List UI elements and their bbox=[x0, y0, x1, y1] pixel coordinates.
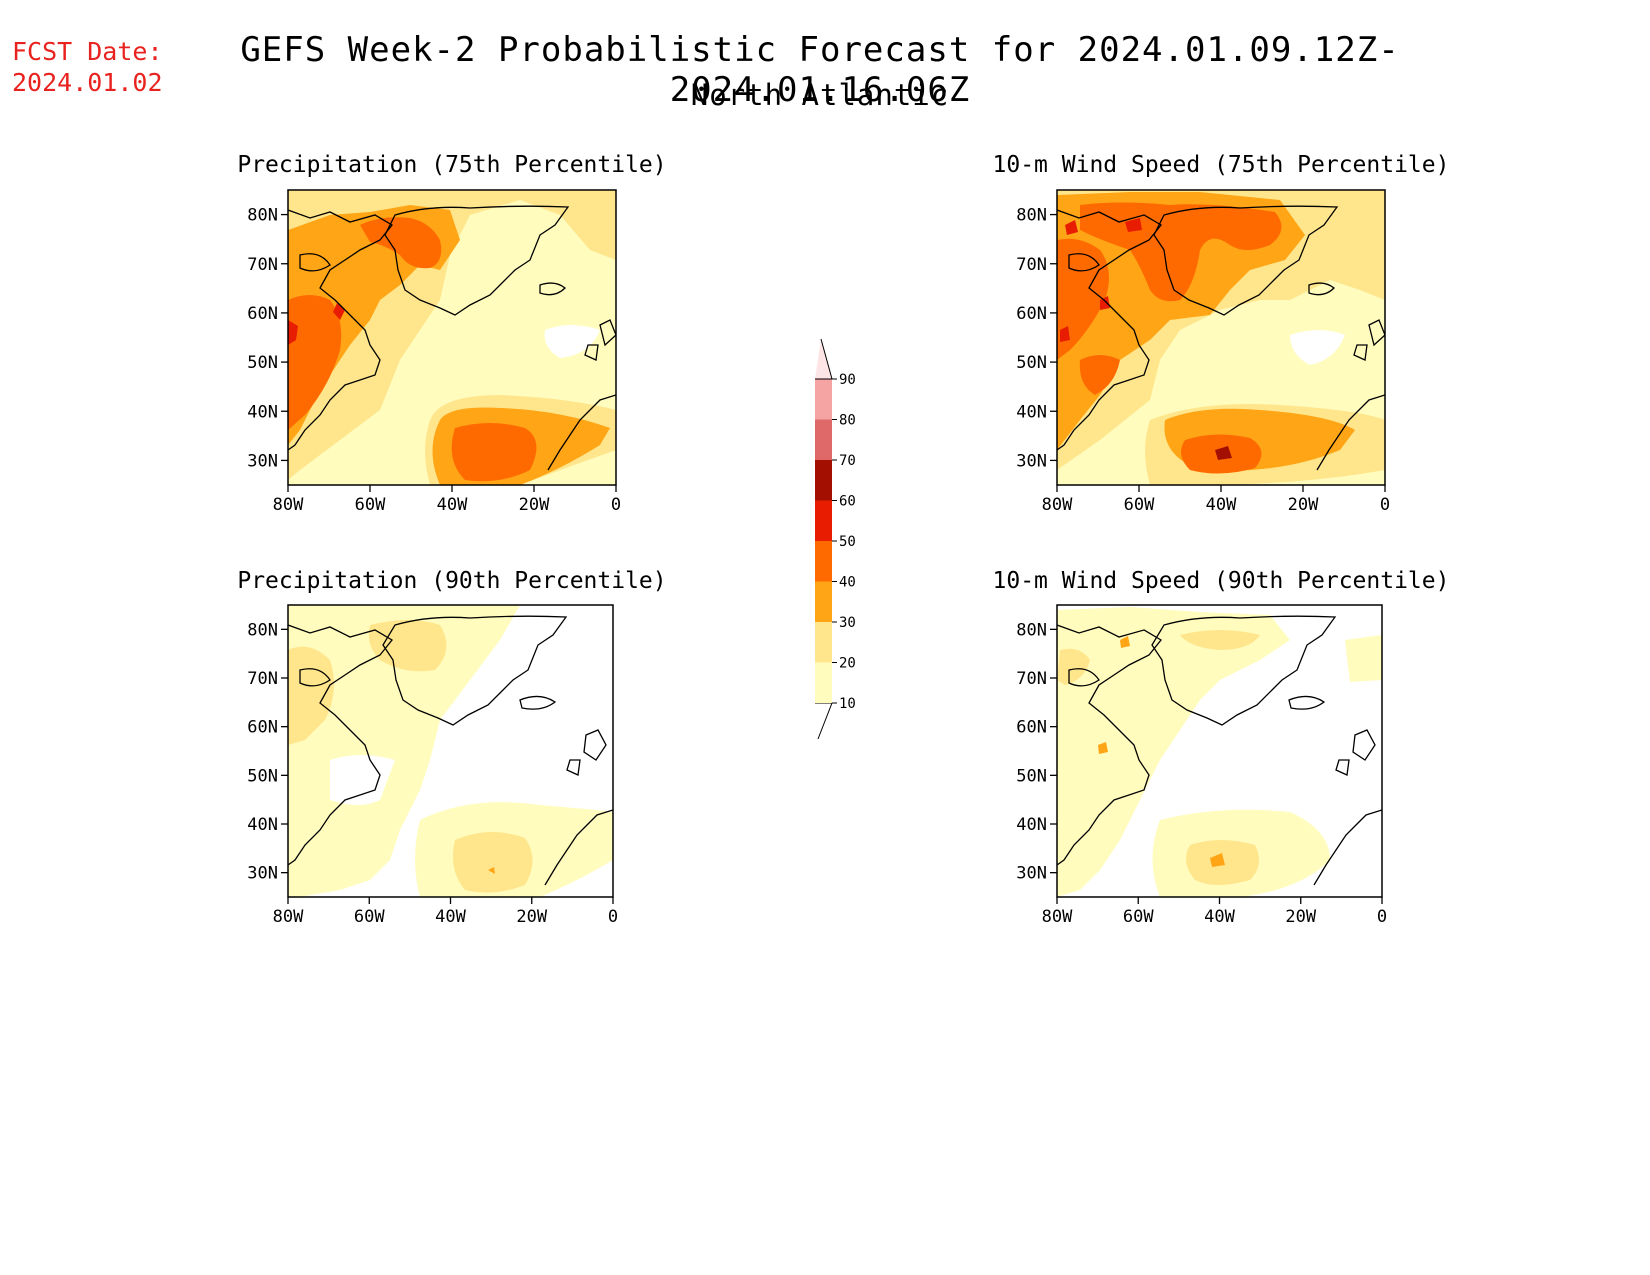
lon-tick-label: 60W bbox=[355, 495, 386, 515]
lon-tick-label: 80W bbox=[1042, 907, 1073, 927]
colorbar-tick-label: 70 bbox=[839, 453, 856, 469]
colorbar-low-extension bbox=[815, 702, 833, 740]
lat-tick-label: 70N bbox=[247, 669, 278, 689]
lon-tick-label: 40W bbox=[435, 907, 466, 927]
region-subtitle: North Atlantic bbox=[690, 78, 950, 112]
lat-tick-label: 80N bbox=[247, 620, 278, 640]
lat-tick-label: 70N bbox=[247, 255, 278, 275]
wind-90-field bbox=[1057, 605, 1382, 897]
coastlines bbox=[1057, 205, 1385, 471]
lon-tick-label: 0 bbox=[611, 495, 621, 515]
colorbar-high-extension bbox=[815, 338, 833, 380]
lon-tick-label: 60W bbox=[1124, 495, 1155, 515]
colorbar-tick-label: 80 bbox=[839, 413, 856, 429]
map-panel-wind-75: 10-m Wind Speed (75th Percentile) bbox=[993, 152, 1450, 515]
colorbar-tick-label: 90 bbox=[839, 372, 856, 388]
lat-tick-label: 40N bbox=[247, 815, 278, 835]
lat-tick-label: 50N bbox=[1016, 766, 1047, 786]
lat-tick-label: 50N bbox=[1016, 353, 1047, 373]
colorbar-tick-label: 60 bbox=[839, 494, 856, 510]
lon-tick-label: 20W bbox=[516, 907, 547, 927]
lat-tick-label: 60N bbox=[247, 718, 278, 738]
lat-tick-label: 80N bbox=[247, 206, 278, 226]
colorbar-tick-label: 50 bbox=[839, 534, 856, 550]
precip-75-field bbox=[288, 190, 616, 485]
panel-title: 10-m Wind Speed (90th Percentile) bbox=[993, 568, 1450, 594]
lon-tick-label: 80W bbox=[1042, 495, 1073, 515]
axis-ticks: 80N 70N 60N 50N 40N 30N 80W 60W 40W 20W 0 bbox=[247, 206, 621, 515]
lat-tick-label: 50N bbox=[247, 766, 278, 786]
colorbar-tick-label: 10 bbox=[839, 696, 856, 712]
axis-ticks: 80N 70N 60N 50N 40N 30N 80W 60W 40W 20W 0 bbox=[247, 620, 618, 927]
colorbar-segment bbox=[815, 379, 832, 420]
lat-tick-label: 40N bbox=[247, 402, 278, 422]
axis-ticks: 80N 70N 60N 50N 40N 30N 80W 60W 40W 20W 0 bbox=[1016, 206, 1390, 515]
lat-tick-label: 70N bbox=[1016, 669, 1047, 689]
forecast-date-label: FCST Date: bbox=[12, 37, 163, 66]
lon-tick-label: 80W bbox=[273, 495, 304, 515]
lat-tick-label: 80N bbox=[1016, 620, 1047, 640]
lat-tick-label: 30N bbox=[247, 864, 278, 884]
forecast-date-block: FCST Date: 2024.01.02 bbox=[12, 36, 163, 98]
colorbar-segment bbox=[815, 622, 832, 663]
lon-tick-label: 60W bbox=[1123, 907, 1154, 927]
colorbar-tick-label: 30 bbox=[839, 615, 856, 631]
lat-tick-label: 60N bbox=[247, 304, 278, 324]
map-panel-wind-90: 10-m Wind Speed (90th Percentile) 80N 70N… bbox=[993, 568, 1450, 927]
axis-ticks: 80N 70N 60N 50N 40N 30N 80W 60W 40W 20W 0 bbox=[1016, 620, 1387, 927]
lat-tick-label: 80N bbox=[1016, 206, 1047, 226]
panel-title: 10-m Wind Speed (75th Percentile) bbox=[993, 152, 1450, 178]
colorbar-segment bbox=[815, 460, 832, 501]
lat-tick-label: 60N bbox=[1016, 304, 1047, 324]
colorbar-segment bbox=[815, 662, 832, 703]
lon-tick-label: 60W bbox=[354, 907, 385, 927]
colorbar-segment bbox=[815, 500, 832, 541]
panel-title: Precipitation (90th Percentile) bbox=[237, 568, 666, 594]
lon-tick-label: 0 bbox=[608, 907, 618, 927]
colorbar-legend: 10 20 30 40 50 60 70 80 90 bbox=[815, 338, 856, 740]
colorbar-tick-label: 40 bbox=[839, 575, 856, 591]
lat-tick-label: 30N bbox=[1016, 451, 1047, 471]
lon-tick-label: 20W bbox=[1288, 495, 1319, 515]
page-title: GEFS Week-2 Probabilistic Forecast for 2… bbox=[240, 30, 1400, 110]
colorbar-segment bbox=[815, 581, 832, 622]
colorbar-tick-label: 20 bbox=[839, 656, 856, 672]
lon-tick-label: 20W bbox=[519, 495, 550, 515]
colorbar-segment bbox=[815, 541, 832, 582]
colorbar-segment bbox=[815, 419, 832, 460]
coastlines bbox=[288, 615, 613, 886]
lon-tick-label: 0 bbox=[1380, 495, 1390, 515]
lat-tick-label: 40N bbox=[1016, 815, 1047, 835]
precip-90-field bbox=[288, 605, 613, 897]
lon-tick-label: 80W bbox=[273, 907, 304, 927]
lat-tick-label: 30N bbox=[247, 451, 278, 471]
forecast-date-value: 2024.01.02 bbox=[12, 68, 163, 97]
lat-tick-label: 60N bbox=[1016, 718, 1047, 738]
lat-tick-label: 30N bbox=[1016, 864, 1047, 884]
lon-tick-label: 40W bbox=[1204, 907, 1235, 927]
lat-tick-label: 70N bbox=[1016, 255, 1047, 275]
lon-tick-label: 40W bbox=[1206, 495, 1237, 515]
panel-title: Precipitation (75th Percentile) bbox=[237, 152, 666, 178]
lon-tick-label: 0 bbox=[1377, 907, 1387, 927]
lat-tick-label: 50N bbox=[247, 353, 278, 373]
map-panel-precip-90: Precipitation (90th Percentile) 80N 70N 60… bbox=[237, 568, 666, 927]
lat-tick-label: 40N bbox=[1016, 402, 1047, 422]
lon-tick-label: 20W bbox=[1285, 907, 1316, 927]
coastlines bbox=[1057, 615, 1382, 886]
lon-tick-label: 40W bbox=[437, 495, 468, 515]
coastlines bbox=[288, 205, 616, 471]
map-panel-precip-75: Precipitation (75th Percentile) 80N 70N 60… bbox=[237, 152, 666, 515]
